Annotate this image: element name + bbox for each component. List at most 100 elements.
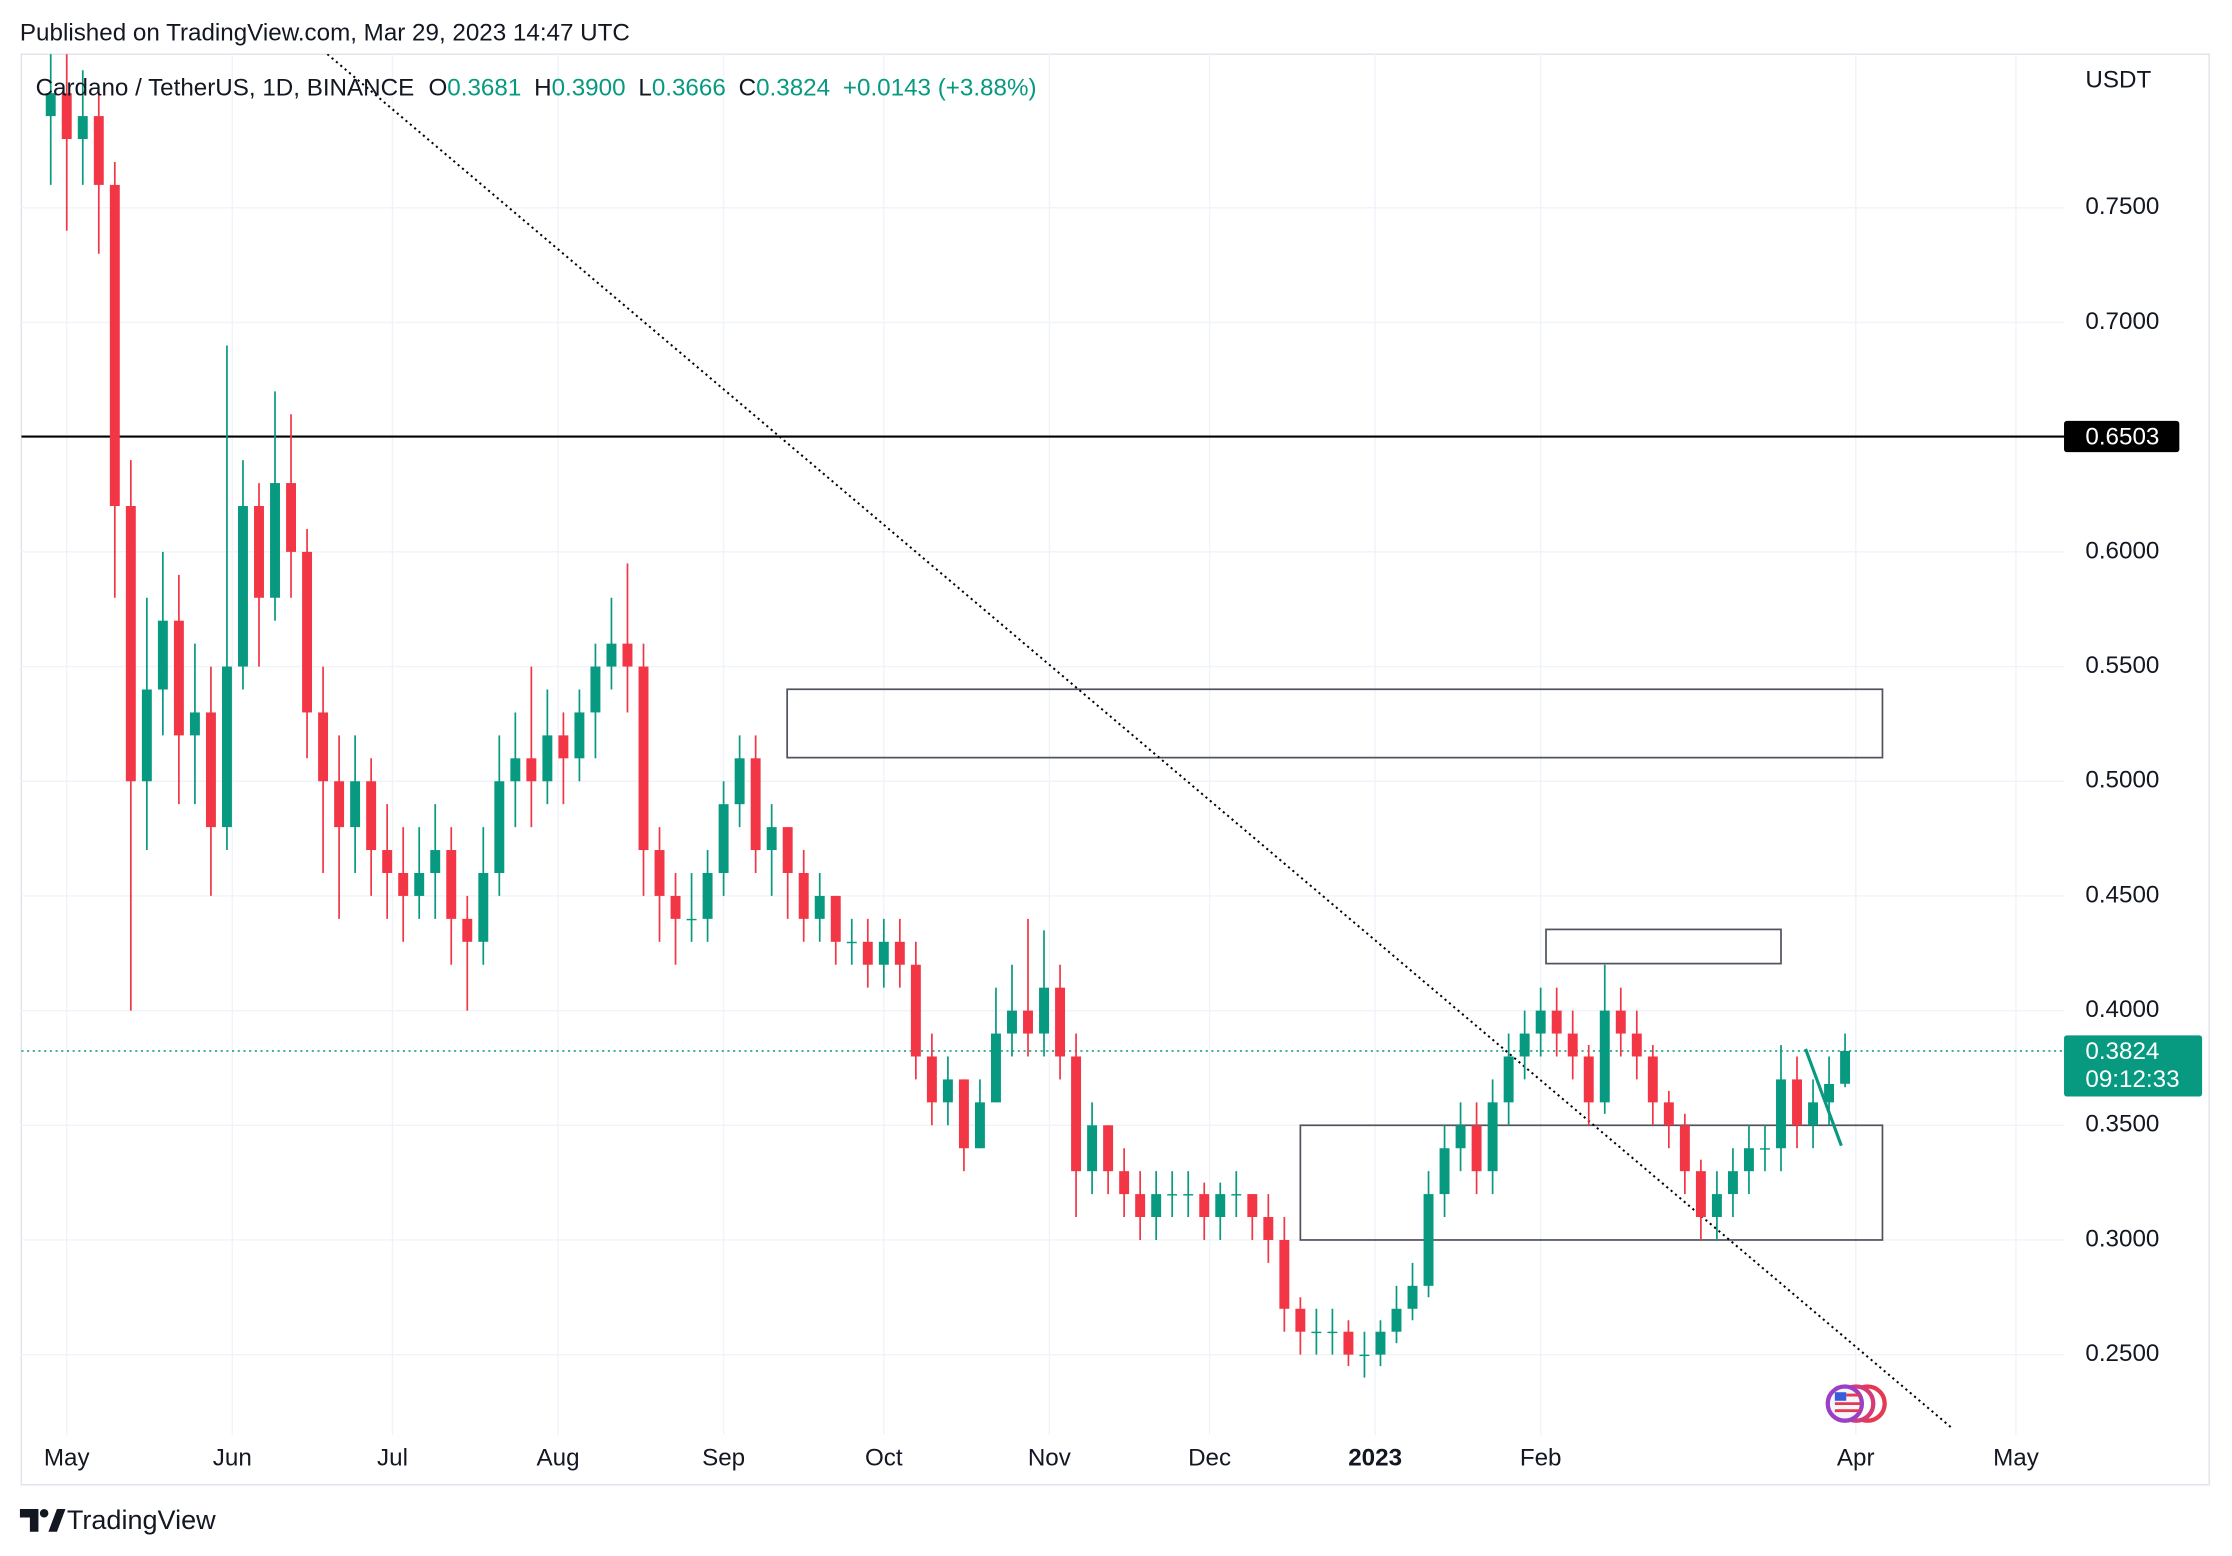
candle-body <box>798 872 809 919</box>
candle-body <box>1455 1125 1466 1149</box>
price-label-box <box>2064 420 2180 453</box>
candle-body <box>1471 1125 1482 1172</box>
icon-stripes <box>1834 1393 1861 1413</box>
candle-body <box>1327 1331 1338 1334</box>
candle-body <box>926 1056 937 1103</box>
candle-body <box>1776 1079 1786 1149</box>
candle-body <box>1087 1125 1098 1172</box>
y-tick-label: 0.4000 <box>2085 996 2159 1023</box>
candle-body <box>494 781 505 873</box>
candle-body <box>1519 1033 1530 1057</box>
x-tick-label: 2023 <box>1348 1445 1402 1472</box>
y-tick-label: 0.5000 <box>2085 767 2159 794</box>
legend-value: 0.3666 <box>652 75 726 102</box>
candle-body <box>1055 987 1066 1057</box>
candle-body <box>1407 1285 1418 1309</box>
legend-key: H <box>534 75 551 102</box>
drawings <box>21 54 2065 1428</box>
countdown-label: 09:12:33 <box>2085 1066 2179 1093</box>
legend-key: O <box>428 75 447 102</box>
candle-body <box>958 1079 969 1149</box>
candle-body <box>334 781 345 828</box>
x-tick-label: Sep <box>702 1445 745 1472</box>
candle-body <box>173 620 184 736</box>
candle-body <box>350 781 361 828</box>
legend-symbol: Cardano / TetherUS, 1D, BINANCE <box>36 75 415 102</box>
candle-body <box>125 506 136 782</box>
candle-body <box>254 506 264 598</box>
candle-body <box>1679 1125 1690 1172</box>
candle-body <box>910 964 921 1057</box>
logo-mark <box>39 1508 49 1518</box>
published-note: Published on TradingView.com, Mar 29, 20… <box>20 20 630 47</box>
candle-body <box>1711 1194 1722 1218</box>
candle-body <box>750 758 761 851</box>
candle-body <box>478 872 489 942</box>
legend-key: L <box>638 75 651 102</box>
candle-body <box>1647 1056 1658 1103</box>
candle-body <box>670 895 681 919</box>
x-tick-label: Jul <box>377 1445 408 1472</box>
zone-rectangle <box>1545 928 1782 965</box>
candle-body <box>590 666 601 713</box>
candle-body <box>1391 1308 1402 1332</box>
candle-body <box>606 643 617 667</box>
zone-rectangle <box>786 688 1884 759</box>
candle-body <box>205 712 216 828</box>
candle-body <box>157 620 168 690</box>
candle-body <box>702 872 713 919</box>
x-tick-label: May <box>44 1445 91 1472</box>
candle-body <box>462 918 473 942</box>
candle-body <box>221 666 232 828</box>
icon-flag <box>1834 1392 1847 1401</box>
x-tick-label: Oct <box>865 1445 903 1472</box>
candle-body <box>686 918 697 921</box>
legend-value: 0.3824 <box>756 75 830 102</box>
candle-body <box>1487 1102 1498 1172</box>
y-tick-label: 0.3500 <box>2085 1111 2159 1138</box>
x-tick-label: Jun <box>213 1445 252 1472</box>
x-tick-label: Aug <box>537 1445 580 1472</box>
candle-body <box>414 872 425 896</box>
footer-brand: TradingView <box>67 1505 216 1535</box>
candle-body <box>1840 1050 1851 1084</box>
chart-frame <box>20 53 2210 1486</box>
candle-body <box>1695 1171 1706 1218</box>
candle-body <box>510 758 521 782</box>
candle-body <box>558 735 569 759</box>
candle-body <box>1231 1194 1242 1196</box>
legend-key: C <box>739 75 756 102</box>
candle-body <box>846 941 857 944</box>
x-tick-label: Feb <box>1520 1445 1562 1472</box>
candle-body <box>302 551 313 713</box>
candle-body <box>1167 1194 1178 1196</box>
candle-body <box>782 827 793 873</box>
candle-body <box>382 850 393 873</box>
candle-body <box>542 735 553 782</box>
candle-body <box>286 483 297 552</box>
candle-body <box>654 850 665 896</box>
x-tick-label: Nov <box>1028 1445 1072 1472</box>
legend-change: +0.0143 (+3.88%) <box>843 75 1037 102</box>
candle-body <box>862 941 873 965</box>
candle-body <box>1503 1056 1514 1103</box>
candle-body <box>894 941 905 965</box>
candle-body <box>526 758 537 782</box>
candle-body <box>1343 1331 1354 1355</box>
candle-body <box>366 781 377 851</box>
candle-body <box>77 116 88 140</box>
y-tick-label: 0.5500 <box>2085 652 2159 679</box>
candle-body <box>270 483 280 598</box>
footer-logo <box>19 1508 66 1532</box>
x-tick-label: May <box>1993 1445 2040 1472</box>
candle-body <box>1103 1125 1114 1172</box>
candle-body <box>398 872 409 896</box>
candle-body <box>830 895 841 942</box>
x-tick-label: Dec <box>1188 1445 1231 1472</box>
y-tick-label: 0.2500 <box>2085 1340 2159 1367</box>
candle-body <box>814 895 825 919</box>
last-price-box <box>2064 1035 2203 1097</box>
candle-body <box>878 941 889 965</box>
